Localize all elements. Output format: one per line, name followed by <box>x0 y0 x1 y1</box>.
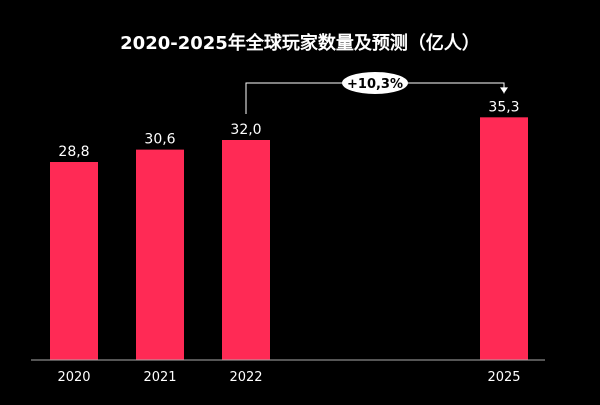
chart-title: 2020-2025年全球玩家数量及预测（亿人） <box>120 32 480 54</box>
data-label-2022: 32,0 <box>230 122 261 138</box>
x-tick-label-2025: 2025 <box>487 370 520 385</box>
data-label-2020: 28,8 <box>58 144 89 160</box>
data-label-2025: 35,3 <box>488 99 519 115</box>
annotation-label: +10,3% <box>347 77 403 92</box>
arrow-down-icon <box>500 87 508 94</box>
data-label-2021: 30,6 <box>144 132 175 148</box>
bar-2022 <box>222 140 270 360</box>
x-tick-label-2020: 2020 <box>57 370 90 385</box>
x-tick-label-2022: 2022 <box>229 370 262 385</box>
bar-2020 <box>50 162 98 360</box>
bar-2025 <box>480 117 528 360</box>
bar-2021 <box>136 149 184 360</box>
x-tick-label-2021: 2021 <box>143 370 176 385</box>
growth-annotation: +10,3% <box>245 72 508 114</box>
annotation-bubble <box>342 72 408 94</box>
